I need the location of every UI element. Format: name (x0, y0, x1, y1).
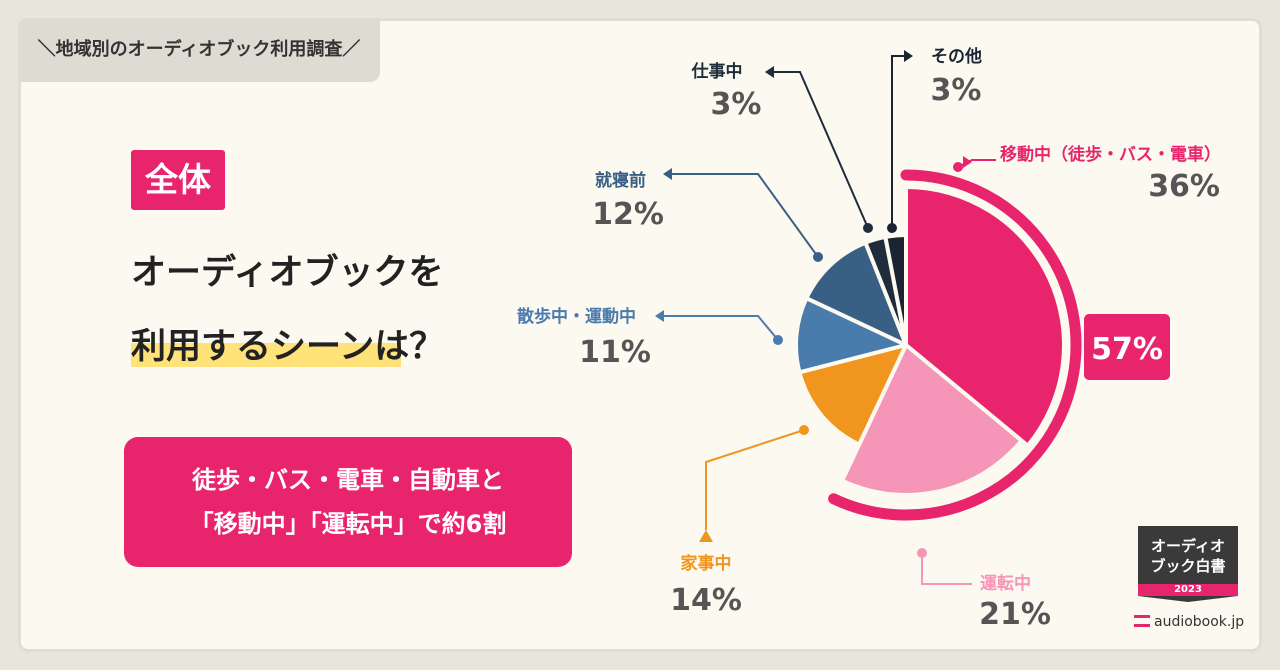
arrow-icon-housework (699, 530, 713, 542)
pie-slice-housework (797, 343, 908, 447)
slice-value-walking: 11% (579, 335, 651, 370)
slice-label-walking: 散歩中・運動中 (517, 306, 636, 327)
leader-line-other (891, 55, 908, 228)
slice-label-housework: 家事中 (681, 553, 732, 574)
logo-line-2: ブック白書 (1150, 557, 1226, 575)
pie-slice-other (883, 233, 908, 347)
leader-line-moving (957, 159, 996, 168)
pie-slice-driving (840, 343, 1024, 497)
group-label: 57% (1091, 332, 1163, 367)
arrow-icon-walking (655, 310, 664, 322)
pie-slice-moving (904, 185, 1066, 448)
slice-value-housework: 14% (670, 583, 742, 618)
leader-line-walking (660, 315, 779, 341)
slice-value-other: 3% (931, 73, 982, 108)
audiobook-logo-icon (1134, 615, 1150, 627)
survey-tag: ＼地域別のオーディオブック利用調査／ (18, 18, 380, 82)
arrow-icon-moving (963, 156, 972, 168)
pie-slice-bedtime (804, 240, 908, 347)
scope-badge: 全体 (131, 150, 225, 210)
logo-line-1: オーディオ (1151, 537, 1225, 555)
leader-dot-moving (953, 162, 963, 172)
slice-label-moving: 移動中（徒歩・バス・電車） (1000, 144, 1221, 165)
leader-dot-other (887, 223, 897, 233)
leader-line-housework (705, 429, 805, 530)
slice-value-moving: 36% (1148, 169, 1220, 204)
callout-line-2: 「移動中」「運転中」で約6割 (189, 510, 507, 538)
logo-url: audiobook.jp (1134, 614, 1244, 630)
arrow-icon-bedtime (663, 168, 672, 180)
leader-dot-bedtime (813, 252, 823, 262)
slice-value-bedtime: 12% (592, 197, 664, 232)
slice-label-driving: 運転中 (980, 573, 1031, 594)
slice-label-work: 仕事中 (691, 61, 743, 82)
group-label-box (1084, 314, 1170, 380)
slice-label-bedtime: 就寝前 (595, 170, 646, 191)
leader-dot-driving (917, 548, 927, 558)
slice-value-driving: 21% (979, 597, 1051, 632)
headline-line-1: オーディオブックを (131, 253, 444, 293)
callout-line-1: 徒歩・バス・電車・自動車と (192, 466, 504, 494)
leader-dot-work (863, 223, 873, 233)
arrow-icon-work (765, 66, 774, 78)
leader-line-driving (921, 553, 972, 585)
arrow-icon-other (904, 50, 913, 62)
leader-dot-housework (799, 425, 809, 435)
leader-line-bedtime (668, 173, 819, 258)
group-arc (828, 169, 1082, 521)
leader-dot-walking (773, 335, 783, 345)
logo-badge: オーディオ ブック白書 2023 (1138, 526, 1238, 602)
slice-value-work: 3% (711, 87, 762, 122)
slice-label-other: その他 (931, 46, 982, 67)
headline-highlight (131, 343, 401, 367)
summary-callout: 徒歩・バス・電車・自動車と 「移動中」「運転中」で約6割 (124, 437, 572, 567)
headline-line-2: 利用するシーンは？ (131, 327, 445, 367)
leader-line-work (770, 71, 869, 229)
logo-url-text: audiobook.jp (1154, 614, 1245, 630)
logo-year: 2023 (1174, 584, 1202, 595)
